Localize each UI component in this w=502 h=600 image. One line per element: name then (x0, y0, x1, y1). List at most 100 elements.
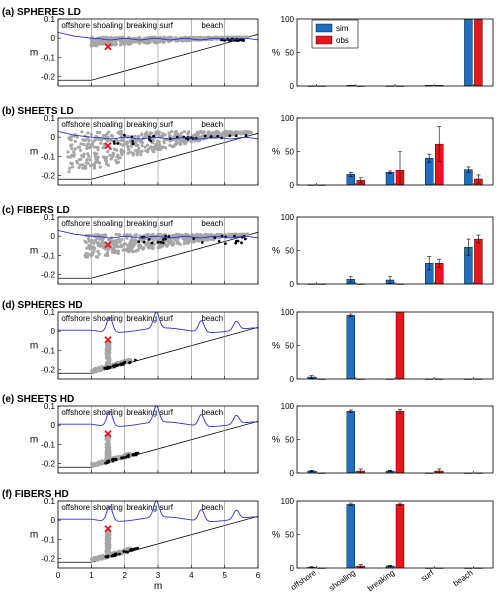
cloud-particle (122, 42, 126, 47)
observed-particle (124, 455, 128, 459)
x-tick-label: 6 (256, 571, 261, 580)
cloud-particle (210, 131, 214, 135)
zone-label-beach: beach (201, 503, 223, 512)
y-tick-label: 0 (51, 421, 56, 430)
cloud-particle (109, 133, 114, 138)
cloud-particle (124, 248, 128, 252)
y-tick-label: 0 (51, 34, 56, 43)
cloud-particle (77, 145, 82, 149)
y-tick-label: 0 (290, 469, 295, 478)
zone-label-breaking: breaking (126, 120, 157, 129)
observed-particle (147, 238, 151, 241)
bar-obs-beach (474, 19, 483, 87)
cloud-particle (106, 452, 110, 456)
cloud-particle (167, 240, 172, 244)
cloud-particle (90, 557, 94, 561)
cloud-particle (82, 142, 86, 147)
cloud-particle (81, 166, 85, 170)
cloud-particle (107, 39, 111, 44)
legend-label-sim: sim (336, 24, 349, 33)
cloud-particle (86, 131, 90, 135)
cloud-particle (95, 39, 99, 43)
cloud-particle (129, 453, 132, 457)
cloud-particle (106, 248, 111, 252)
y-tick-label: -0.2 (41, 554, 55, 563)
cloud-particle (171, 144, 176, 148)
cloud-particle (101, 557, 105, 561)
cloud-particle (77, 165, 81, 170)
cloud-particle (131, 239, 135, 243)
cloud-particle (70, 162, 74, 166)
bar-obs-beach (474, 238, 483, 285)
cloud-particle (116, 251, 120, 255)
zone-label-shoaling: shoaling (93, 120, 123, 129)
observed-particle (164, 237, 167, 241)
cloud-particle (146, 245, 150, 249)
cloud-particle (96, 463, 100, 467)
y-tick-label: 0.1 (44, 213, 56, 222)
cloud-particle (151, 141, 155, 145)
cloud-particle (143, 145, 147, 149)
zone-label-offshore: offshore (61, 219, 90, 228)
observed-particle (241, 38, 245, 42)
cloud-particle (146, 143, 150, 147)
cloud-particle (101, 460, 105, 463)
cloud-particle (77, 158, 82, 162)
panel-4: (d) SPHERES HD offshore shoaling breaking su… (2, 300, 494, 384)
cloud-particle (134, 233, 138, 238)
cloud-particle (162, 141, 166, 145)
observed-particle (106, 555, 109, 559)
wave-profile-line (58, 405, 258, 427)
cloud-particle (92, 145, 96, 149)
cloud-particle (70, 165, 75, 169)
cloud-particle (94, 255, 98, 259)
left-plot: (a) SPHERES LD offshore shoaling breaking su… (2, 7, 259, 87)
y-tick-label: -0.1 (41, 346, 55, 355)
cloud-particle (135, 248, 139, 252)
error-bar-obs-surf (437, 258, 442, 268)
cloud-particle (95, 145, 99, 149)
observed-particle (234, 134, 238, 138)
cloud-particle (163, 146, 168, 150)
cloud-particle (78, 163, 83, 167)
error-bar-sim-offshore (309, 375, 314, 379)
cloud-particle (140, 133, 144, 137)
cloud-particle (87, 138, 91, 142)
observed-particle (217, 240, 221, 243)
cloud-particle (87, 243, 91, 247)
cloud-particle (116, 249, 120, 253)
cloud-particle (114, 240, 118, 244)
bar-sim-shoaling (346, 315, 355, 380)
cloud-particle (108, 540, 112, 544)
error-bar-sim-beach (466, 238, 471, 256)
zone-label-beach: beach (201, 408, 223, 417)
cloud-particle (136, 143, 140, 147)
cloud-particle (208, 233, 212, 237)
cloud-particle (126, 151, 130, 155)
cloud-particle (119, 129, 123, 134)
cloud-particle (92, 166, 96, 170)
error-bar-sim-shoaling (348, 409, 353, 413)
right-plot-frame (296, 405, 494, 474)
zone-label-shoaling: shoaling (93, 503, 123, 512)
cloud-particle (84, 240, 88, 245)
cloud-particle (127, 245, 131, 249)
right-plot-frame (296, 500, 494, 569)
cloud-particle (101, 133, 105, 138)
cloud-particle (121, 149, 125, 153)
zone-label-offshore: offshore (61, 408, 90, 417)
cloud-particle (180, 131, 184, 135)
cloud-particle (92, 462, 96, 466)
cloud-particle (215, 232, 219, 236)
cloud-particle (173, 130, 177, 134)
cloud-particle (93, 151, 97, 155)
cloud-particle (150, 131, 154, 135)
cloud-particle (106, 253, 110, 258)
cloud-particle (121, 248, 125, 252)
wave-profile-line (58, 500, 258, 522)
cloud-particle (85, 144, 89, 148)
observed-particle (159, 240, 163, 244)
cloud-particle (206, 238, 210, 242)
release-point-marker (104, 142, 112, 150)
error-bar-sim-surf (427, 153, 432, 163)
